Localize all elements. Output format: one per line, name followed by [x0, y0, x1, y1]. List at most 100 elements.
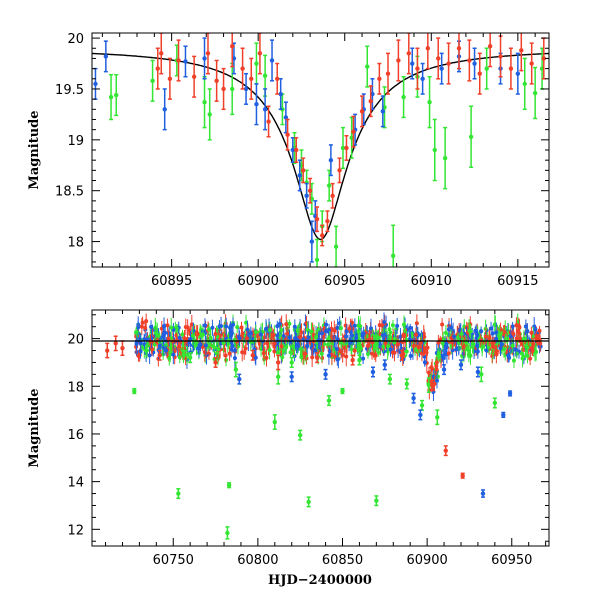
bottom-red-point — [392, 350, 397, 355]
bottom-blue-point — [228, 324, 233, 329]
bottom-blue-point — [198, 342, 203, 347]
top-red-point — [498, 54, 503, 59]
top-red-point — [446, 61, 451, 66]
bottom-blue-point — [480, 491, 486, 496]
top-red-point — [314, 216, 320, 222]
bottom-green-point — [143, 348, 148, 353]
top-red-point — [541, 56, 547, 61]
bottom-green-point — [174, 326, 179, 331]
bottom-red-point — [419, 351, 424, 356]
bottom-blue-point — [418, 412, 423, 418]
top-axes: 60895 60900 60905 60910 60915 18 18.5 19 19.5 20 — [55, 32, 549, 289]
bottom-blue-point — [287, 335, 292, 340]
bottom-red-point — [483, 334, 488, 339]
bottom-blue-point — [161, 332, 166, 337]
top-blue-point — [290, 147, 296, 153]
top-blue-point — [472, 61, 477, 66]
bottom-blue-point — [479, 329, 484, 334]
top-red-point — [191, 74, 197, 79]
top-blue-point — [439, 66, 444, 71]
bottom-axes: 60750 60800 60850 60900 60950 12 14 16 18 20 — [67, 310, 549, 568]
top-red-point — [344, 145, 349, 151]
top-red-point — [436, 56, 441, 61]
bottom-green-point — [358, 346, 363, 351]
bottom-red-point — [429, 365, 434, 370]
top-green-point — [333, 244, 339, 249]
bottom-green-point — [524, 344, 529, 349]
bottom-red-point — [157, 353, 162, 358]
bottom-green-point — [176, 491, 181, 496]
bottom-red-point — [487, 336, 492, 341]
bottom-green-point — [404, 349, 409, 354]
bottom-blue-point — [501, 412, 506, 418]
bottom-blue-point — [382, 320, 387, 325]
bottom-blue-point — [458, 327, 463, 332]
bottom-blue-point — [489, 326, 494, 331]
top-blue-point — [420, 76, 425, 81]
bottom-red-point — [339, 349, 344, 354]
bottom-green-point — [504, 336, 509, 341]
bottom-green-point — [435, 415, 440, 420]
bottom-green-point — [326, 398, 332, 403]
bottom-red-point — [462, 344, 467, 349]
bottom-blue-point — [431, 374, 436, 379]
bottom-green-point — [356, 329, 361, 334]
bottom-green-point — [467, 328, 472, 333]
bottom-green-point — [497, 332, 502, 337]
bottom-red-point — [165, 323, 170, 328]
bottom-green-point — [381, 344, 386, 349]
bottom-green-point — [459, 331, 464, 336]
top-red-point — [337, 168, 342, 173]
bottom-blue-point — [281, 334, 286, 339]
bottom-blue-point — [296, 344, 301, 349]
bottom-red-point — [413, 332, 418, 337]
top-blue-point — [283, 115, 289, 120]
bottom-blue-point — [203, 323, 208, 328]
top-blue-point — [278, 91, 283, 97]
top-red-point — [351, 129, 356, 134]
bottom-red-point — [194, 330, 199, 335]
top-red-point — [359, 109, 365, 114]
bottom-blue-point — [188, 337, 193, 342]
top-model-curve — [92, 52, 549, 241]
bottom-blue-point — [196, 346, 201, 351]
bottom-green-point — [440, 341, 445, 346]
top-red-point — [325, 219, 330, 224]
bottom-red-point — [271, 333, 276, 338]
bottom-green-point — [479, 372, 484, 377]
top-red-point — [508, 66, 514, 71]
bottom-red-point — [189, 322, 194, 327]
top-blue-point — [515, 71, 521, 76]
top-red-point — [529, 61, 534, 66]
bottom-green-point — [200, 332, 205, 337]
bottom-blue-point — [157, 343, 162, 348]
bottom-green-point — [322, 342, 327, 347]
bottom-blue-point — [441, 367, 447, 372]
bottom-red-point — [440, 322, 445, 327]
bottom-red-point — [310, 355, 315, 360]
bottom-green-point — [180, 332, 185, 337]
top-green-point — [391, 253, 396, 259]
bottom-red-point — [460, 473, 465, 478]
bottom-blue-point — [475, 349, 480, 354]
bottom-green-point — [168, 350, 173, 355]
bottom-blue-point — [434, 378, 439, 383]
top-red-point — [415, 66, 420, 71]
bottom-red-point — [352, 348, 357, 353]
bottom-blue-point — [507, 391, 513, 396]
top-green-point — [532, 90, 538, 96]
top-blue-point — [269, 58, 275, 63]
bottom-blue-point — [292, 324, 297, 329]
bottom-green-point — [492, 322, 497, 327]
bottom-green-point — [531, 334, 536, 339]
top-y-tick-label: 20 — [67, 32, 84, 47]
bottom-red-point — [261, 351, 266, 356]
top-green-point — [262, 73, 268, 78]
top-blue-point — [243, 86, 249, 92]
bottom-blue-point — [317, 338, 322, 343]
bottom-blue-point — [277, 321, 282, 326]
bottom-x-tick-label: 60850 — [322, 553, 363, 568]
top-y-tick-label: 19 — [67, 134, 84, 149]
top-green-point — [340, 145, 346, 151]
